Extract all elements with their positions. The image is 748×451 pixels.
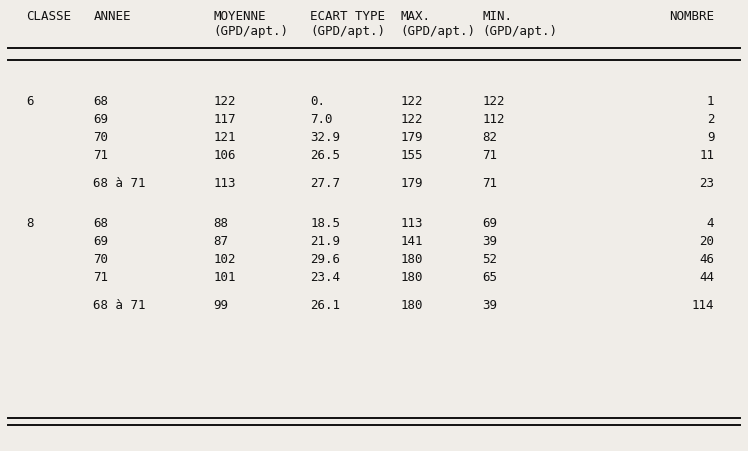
Text: 68 à 71: 68 à 71 <box>94 299 146 312</box>
Text: 52: 52 <box>482 253 497 266</box>
Text: 117: 117 <box>213 113 236 126</box>
Text: 121: 121 <box>213 131 236 144</box>
Text: 21.9: 21.9 <box>310 235 340 248</box>
Text: MIN.
(GPD/apt.): MIN. (GPD/apt.) <box>482 10 557 38</box>
Text: 20: 20 <box>699 235 714 248</box>
Text: 6: 6 <box>26 95 34 108</box>
Text: 112: 112 <box>482 113 505 126</box>
Text: 71: 71 <box>482 149 497 162</box>
Text: 71: 71 <box>94 149 108 162</box>
Text: 26.1: 26.1 <box>310 299 340 312</box>
Text: 106: 106 <box>213 149 236 162</box>
Text: 9: 9 <box>707 131 714 144</box>
Text: 65: 65 <box>482 271 497 284</box>
Text: NOMBRE: NOMBRE <box>669 10 714 23</box>
Text: 179: 179 <box>400 177 423 190</box>
Text: 44: 44 <box>699 271 714 284</box>
Text: 7.0: 7.0 <box>310 113 333 126</box>
Text: 27.7: 27.7 <box>310 177 340 190</box>
Text: 18.5: 18.5 <box>310 217 340 230</box>
Text: 99: 99 <box>213 299 228 312</box>
Text: 122: 122 <box>482 95 505 108</box>
Text: 29.6: 29.6 <box>310 253 340 266</box>
Text: 23: 23 <box>699 177 714 190</box>
Text: 71: 71 <box>94 271 108 284</box>
Text: MOYENNE
(GPD/apt.): MOYENNE (GPD/apt.) <box>213 10 288 38</box>
Text: 0.: 0. <box>310 95 325 108</box>
Text: 69: 69 <box>482 217 497 230</box>
Text: 69: 69 <box>94 113 108 126</box>
Text: 68: 68 <box>94 217 108 230</box>
Text: 1: 1 <box>707 95 714 108</box>
Text: 122: 122 <box>400 113 423 126</box>
Text: 101: 101 <box>213 271 236 284</box>
Text: CLASSE: CLASSE <box>26 10 71 23</box>
Text: MAX.
(GPD/apt.): MAX. (GPD/apt.) <box>400 10 475 38</box>
Text: 39: 39 <box>482 299 497 312</box>
Text: 2: 2 <box>707 113 714 126</box>
Text: 82: 82 <box>482 131 497 144</box>
Text: 87: 87 <box>213 235 228 248</box>
Text: 11: 11 <box>699 149 714 162</box>
Text: 70: 70 <box>94 131 108 144</box>
Text: 180: 180 <box>400 253 423 266</box>
Text: 68: 68 <box>94 95 108 108</box>
Text: 114: 114 <box>692 299 714 312</box>
Text: 71: 71 <box>482 177 497 190</box>
Text: 141: 141 <box>400 235 423 248</box>
Text: 180: 180 <box>400 271 423 284</box>
Text: 88: 88 <box>213 217 228 230</box>
Text: 113: 113 <box>400 217 423 230</box>
Text: 179: 179 <box>400 131 423 144</box>
Text: 32.9: 32.9 <box>310 131 340 144</box>
Text: 26.5: 26.5 <box>310 149 340 162</box>
Text: 122: 122 <box>213 95 236 108</box>
Text: 155: 155 <box>400 149 423 162</box>
Text: ECART TYPE
(GPD/apt.): ECART TYPE (GPD/apt.) <box>310 10 385 38</box>
Text: ANNEE: ANNEE <box>94 10 131 23</box>
Text: 46: 46 <box>699 253 714 266</box>
Text: 23.4: 23.4 <box>310 271 340 284</box>
Text: 4: 4 <box>707 217 714 230</box>
Text: 69: 69 <box>94 235 108 248</box>
Text: 102: 102 <box>213 253 236 266</box>
Text: 70: 70 <box>94 253 108 266</box>
Text: 113: 113 <box>213 177 236 190</box>
Text: 39: 39 <box>482 235 497 248</box>
Text: 122: 122 <box>400 95 423 108</box>
Text: 68 à 71: 68 à 71 <box>94 177 146 190</box>
Text: 8: 8 <box>26 217 34 230</box>
Text: 180: 180 <box>400 299 423 312</box>
